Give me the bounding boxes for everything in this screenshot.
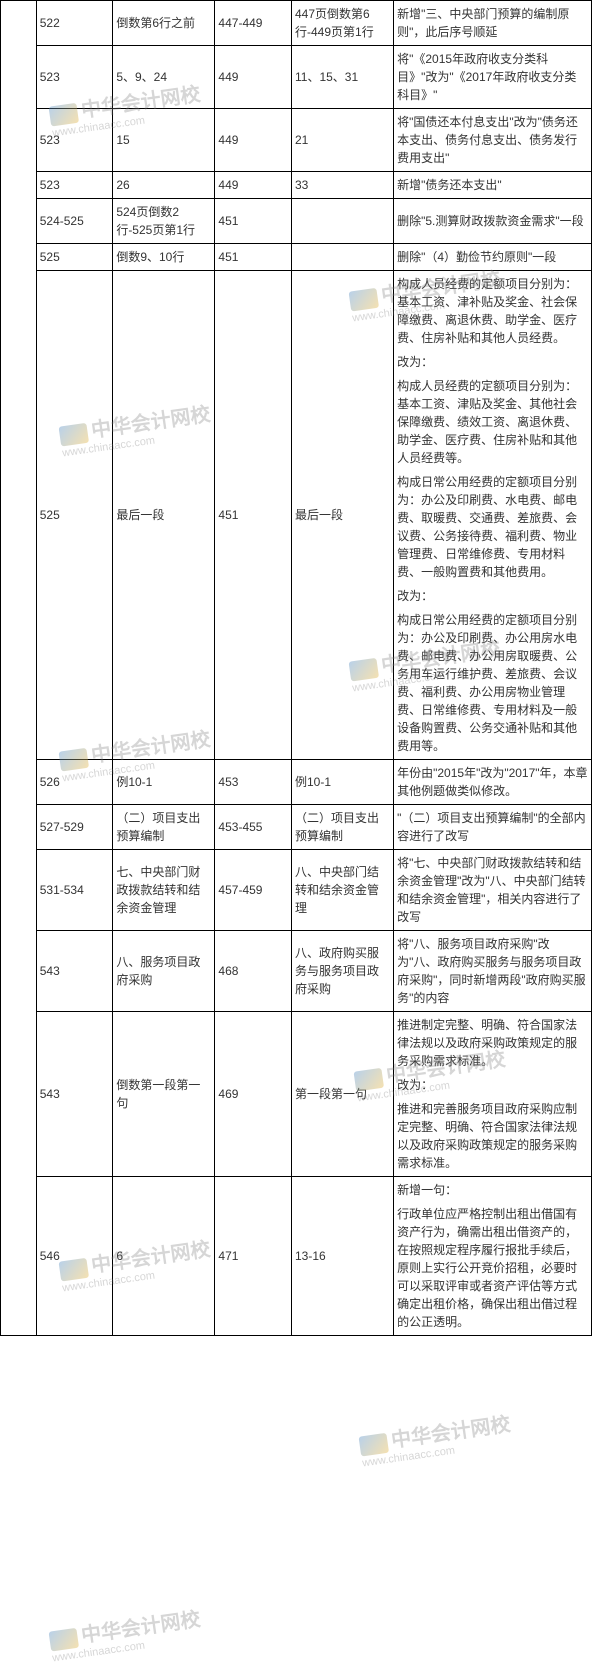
table-row: 531-534七、中央部门财政拨款结转和结余资金管理457-459八、中央部门结… [1,850,592,931]
cell-col2: 26 [113,172,215,199]
cell-col1: 523 [36,46,113,109]
cell-col4: 11、15、31 [292,46,394,109]
cell-col2: 倒数第6行之前 [113,1,215,46]
table-row: 546647113-16新增一句：行政单位应严格控制出租出借国有资产行为，确需出… [1,1177,592,1336]
cell-col2: 倒数第一段第一句 [113,1012,215,1177]
cell-col1: 526 [36,760,113,805]
table-row: 5232644933新增"债务还本支出" [1,172,592,199]
cell-col3: 449 [215,46,292,109]
cell-col1: 525 [36,271,113,760]
cell-col3: 468 [215,931,292,1012]
table-row: 543八、服务项目政府采购468八、政府购买服务与服务项目政府采购将"八、服务项… [1,931,592,1012]
cell-col4: 13-16 [292,1177,394,1336]
cell-col4: 33 [292,172,394,199]
cell-col1: 543 [36,931,113,1012]
cell-col2: 6 [113,1177,215,1336]
cell-col2: （二）项目支出预算编制 [113,805,215,850]
cell-col1: 531-534 [36,850,113,931]
cell-description: 将"七、中央部门财政拨款结转和结余资金管理"改为"八、中央部门结转和结余资金管理… [394,850,592,931]
cell-col1: 522 [36,1,113,46]
table-row: 522倒数第6行之前447-449447页倒数第6行-449页第1行新增"三、中… [1,1,592,46]
cell-col2: 例10-1 [113,760,215,805]
cell-col3: 457-459 [215,850,292,931]
cell-description: 推进制定完整、明确、符合国家法律法规以及政府采购政策规定的服务采购需求标准。改为… [394,1012,592,1177]
cell-col4 [292,244,394,271]
cell-col2: 倒数9、10行 [113,244,215,271]
table-row: 543倒数第一段第一句469第一段第一句推进制定完整、明确、符合国家法律法规以及… [1,1012,592,1177]
table-row: 524-525524页倒数2行-525页第1行451 删除"5.测算财政拨款资金需… [1,199,592,244]
table-row: 525最后一段451最后一段构成人员经费的定额项目分别为：基本工资、津补贴及奖金… [1,271,592,760]
cell-col3: 451 [215,271,292,760]
cell-col1: 523 [36,172,113,199]
cell-description: 将"《2015年政府收支分类科目》"改为"《2017年政府收支分类科目》" [394,46,592,109]
cell-col3: 469 [215,1012,292,1177]
cell-col4 [292,199,394,244]
cell-col3: 471 [215,1177,292,1336]
cell-col3: 447-449 [215,1,292,46]
table-row: 527-529（二）项目支出预算编制453-455（二）项目支出预算编制"（二）… [1,805,592,850]
cell-col3: 453-455 [215,805,292,850]
cell-col1: 527-529 [36,805,113,850]
cell-col1: 524-525 [36,199,113,244]
cell-description: 构成人员经费的定额项目分别为：基本工资、津补贴及奖金、社会保障缴费、离退休费、助… [394,271,592,760]
cell-description: 将"八、服务项目政府采购"改为"八、政府购买服务与服务项目政府采购"，同时新增两… [394,931,592,1012]
table-row: 5235、9、2444911、15、31将"《2015年政府收支分类科目》"改为… [1,46,592,109]
cell-col2: 七、中央部门财政拨款结转和结余资金管理 [113,850,215,931]
cell-description: 新增"债务还本支出" [394,172,592,199]
cell-col2: 5、9、24 [113,46,215,109]
cell-col1: 546 [36,1177,113,1336]
cell-col4: 最后一段 [292,271,394,760]
cell-col4: 八、政府购买服务与服务项目政府采购 [292,931,394,1012]
watermark-sub: www.chinaacc.com [362,1437,514,1469]
cell-col3: 449 [215,109,292,172]
watermark: 中华会计网校www.chinaacc.com [358,1415,513,1470]
table-row: 526例10-1453例10-1年份由"2015年"改为"2017"年，本章其他… [1,760,592,805]
watermark-sub: www.chinaacc.com [52,1632,204,1664]
cell-col1: 525 [36,244,113,271]
watermark-main: 中华会计网校 [390,1414,512,1452]
cell-col2: 524页倒数2行-525页第1行 [113,199,215,244]
cell-col4: 第一段第一句 [292,1012,394,1177]
row-group-cell [1,1,37,1336]
cell-col4: 例10-1 [292,760,394,805]
cell-col3: 449 [215,172,292,199]
table-row: 525倒数9、10行451 删除"（4）勤俭节约原则"一段 [1,244,592,271]
cell-col4: （二）项目支出预算编制 [292,805,394,850]
cell-description: 删除"5.测算财政拨款资金需求"一段 [394,199,592,244]
cell-description: 新增一句：行政单位应严格控制出租出借国有资产行为，确需出租出借资产的，在按照规定… [394,1177,592,1336]
cell-col3: 451 [215,244,292,271]
cell-description: "（二）项目支出预算编制"的全部内容进行了改写 [394,805,592,850]
cell-col3: 451 [215,199,292,244]
cell-col4: 447页倒数第6行-449页第1行 [292,1,394,46]
cell-col2: 最后一段 [113,271,215,760]
cell-description: 年份由"2015年"改为"2017"年，本章其他例题做类似修改。 [394,760,592,805]
cell-description: 将"国债还本付息支出"改为"债务还本支出、债务付息支出、债务发行费用支出" [394,109,592,172]
watermark: 中华会计网校www.chinaacc.com [48,1610,203,1664]
watermark-logo-icon [358,1433,389,1457]
cell-col4: 21 [292,109,394,172]
watermark-logo-icon [48,1628,79,1652]
cell-description: 新增"三、中央部门预算的编制原则"，此后序号顺延 [394,1,592,46]
cell-col1: 523 [36,109,113,172]
comparison-table: 522倒数第6行之前447-449447页倒数第6行-449页第1行新增"三、中… [0,0,592,1336]
cell-description: 删除"（4）勤俭节约原则"一段 [394,244,592,271]
table-row: 5231544921将"国债还本付息支出"改为"债务还本支出、债务付息支出、债务… [1,109,592,172]
cell-col4: 八、中央部门结转和结余资金管理 [292,850,394,931]
cell-col3: 453 [215,760,292,805]
cell-col2: 八、服务项目政府采购 [113,931,215,1012]
watermark-main: 中华会计网校 [80,1609,202,1647]
cell-col2: 15 [113,109,215,172]
cell-col1: 543 [36,1012,113,1177]
